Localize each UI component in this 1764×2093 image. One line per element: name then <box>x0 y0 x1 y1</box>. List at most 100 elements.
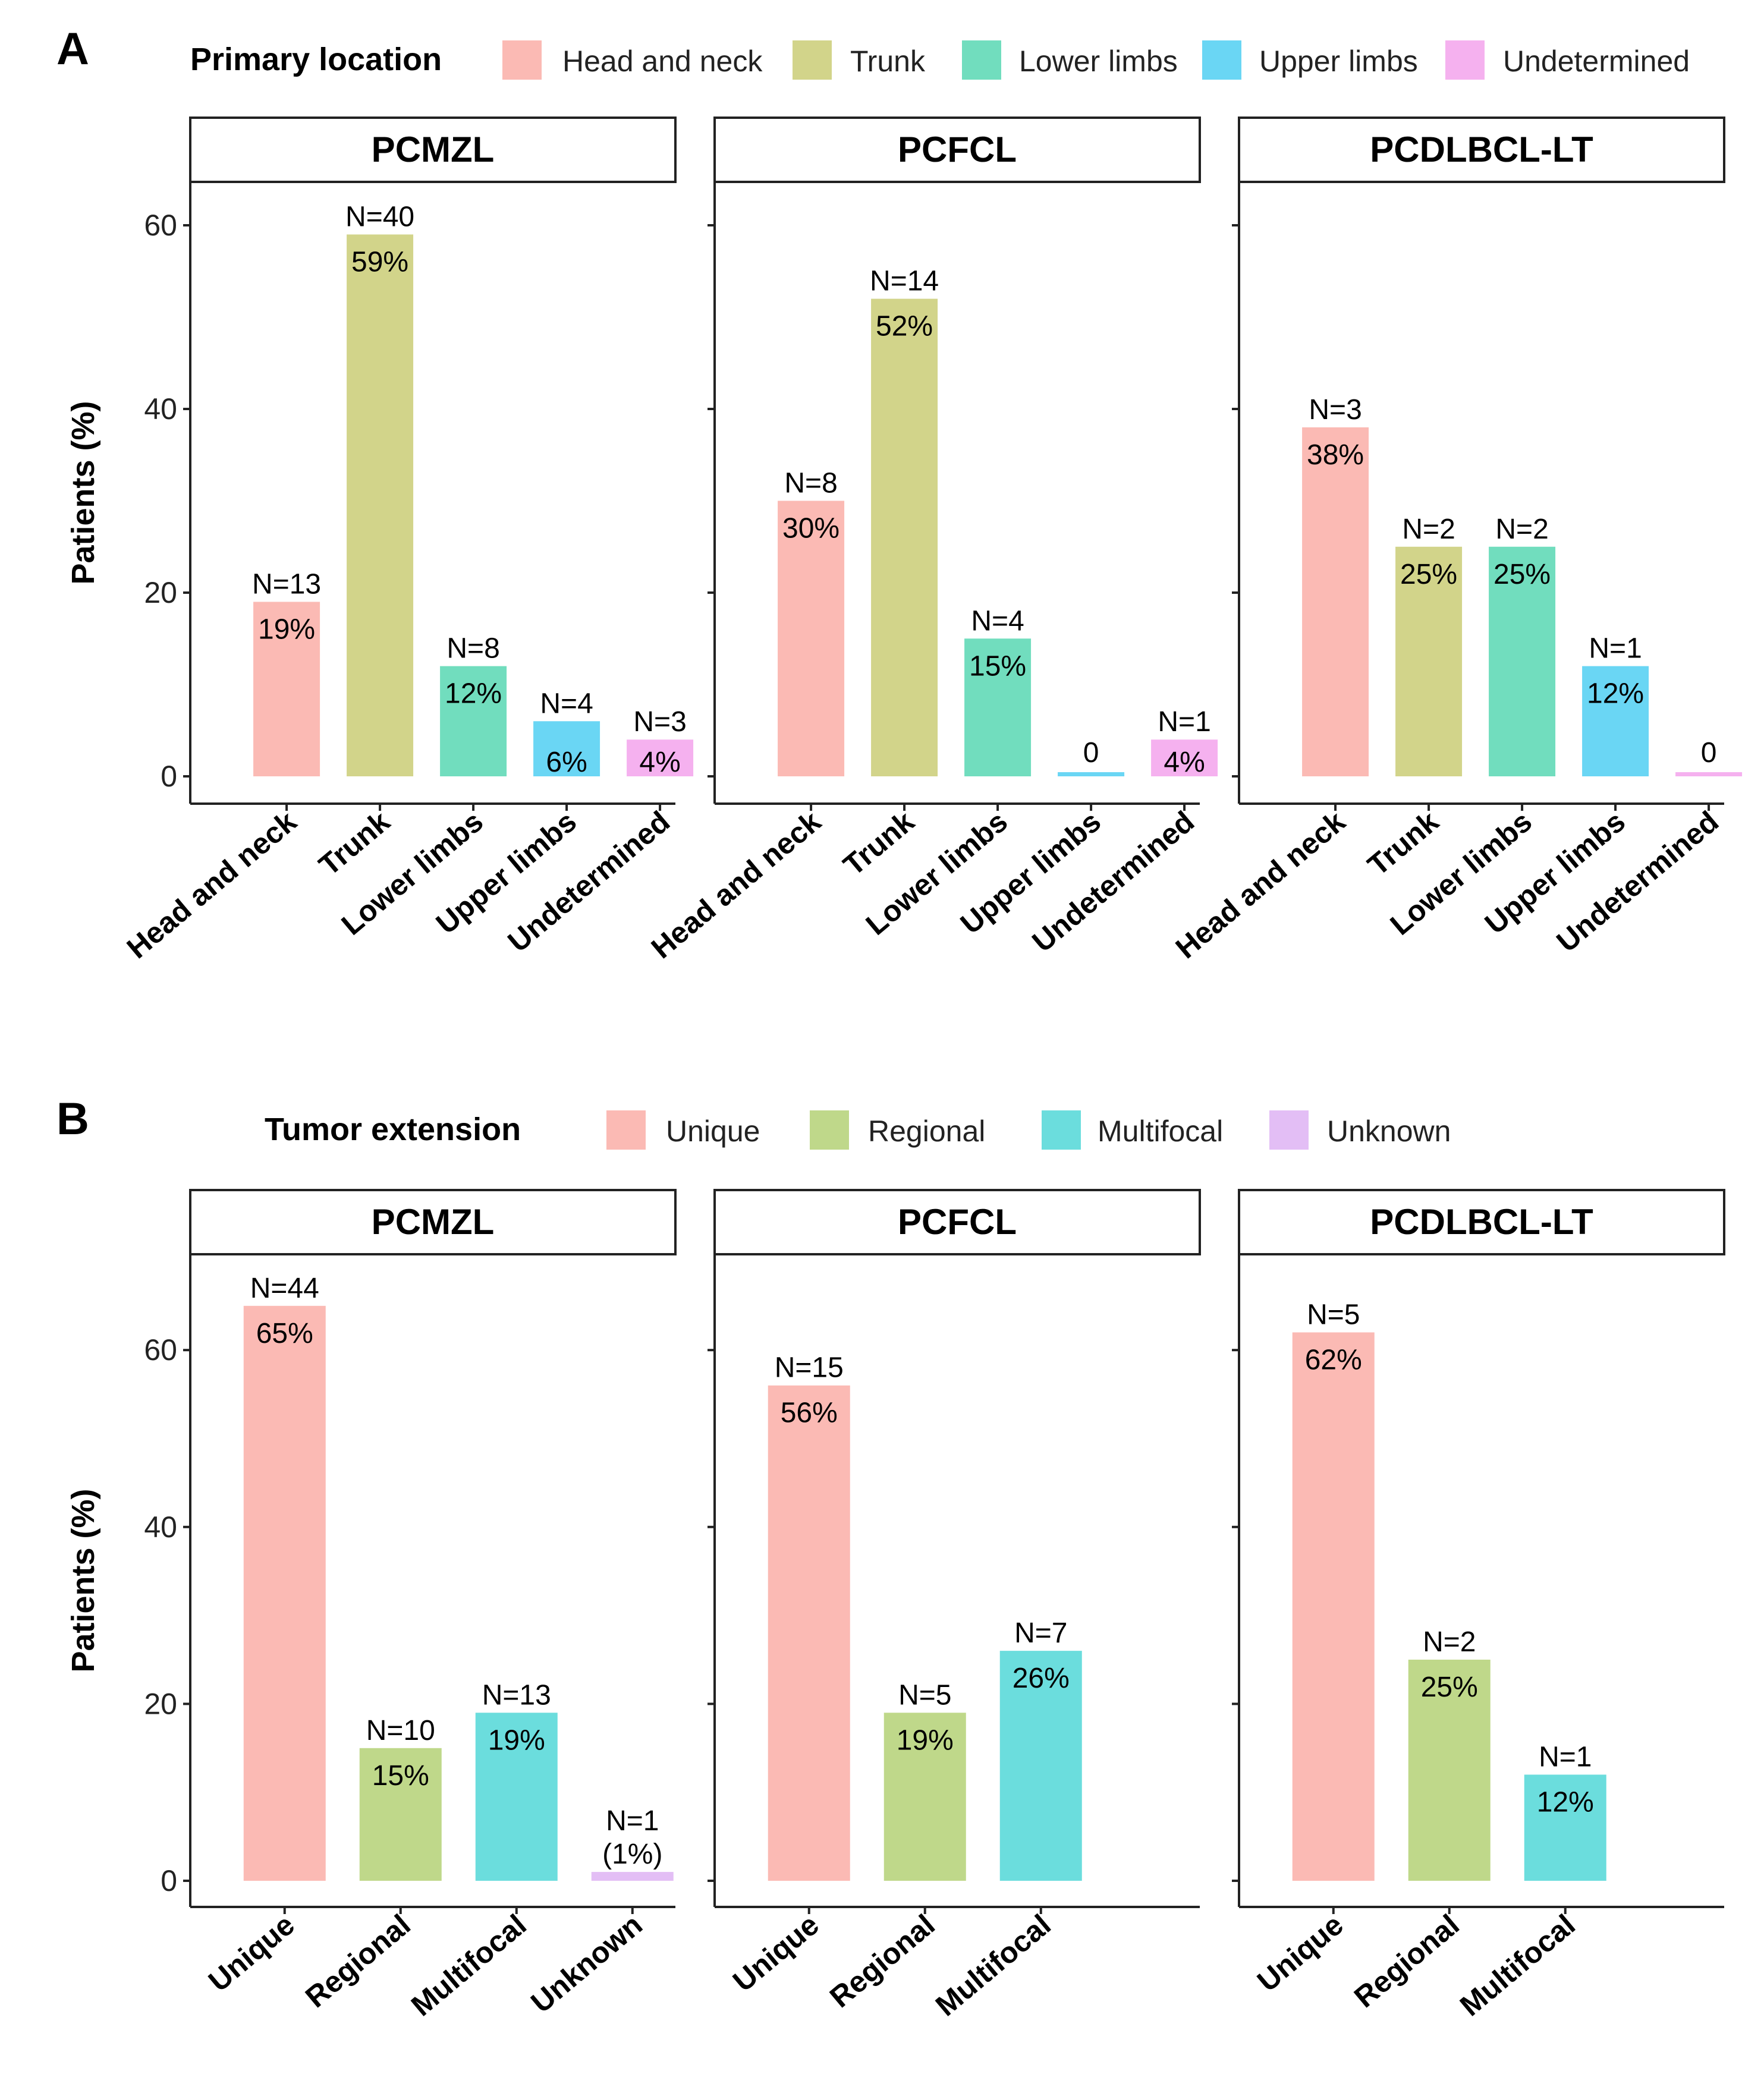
bar-undetermined <box>627 739 694 776</box>
legend-swatch-head-and-neck <box>502 40 542 80</box>
legend-label-upper-limbs: Upper limbs <box>1259 45 1418 78</box>
pct-label: 56% <box>781 1398 838 1429</box>
legend-label-trunk: Trunk <box>850 45 926 78</box>
legend-swatch-unique <box>606 1110 646 1150</box>
n-label: N=13 <box>482 1679 551 1711</box>
legend-swatch-trunk <box>793 40 832 80</box>
pct-label: 6% <box>546 747 587 778</box>
facet-strip <box>713 1189 1201 1255</box>
pct-label: (1%) <box>602 1839 662 1870</box>
n-label: N=8 <box>446 633 499 665</box>
legend-label-regional: Regional <box>868 1115 985 1148</box>
pct-label: 25% <box>1400 559 1457 590</box>
facet-title: PCMZL <box>372 1202 495 1242</box>
facet-title: PCFCL <box>898 1202 1017 1242</box>
bar-regional <box>883 1713 966 1881</box>
y-tick-label: 20 <box>144 576 177 609</box>
n-label: N=3 <box>633 706 686 738</box>
x-tick-label-regional: Regional <box>823 1908 941 2015</box>
legend: Primary location Head and neck Trunk Lower … <box>190 40 1690 80</box>
facet-strip <box>189 1189 677 1255</box>
bar-head-and-neck <box>1302 427 1369 776</box>
bar-multifocal <box>1524 1774 1606 1881</box>
x-tick-label-regional: Regional <box>299 1908 417 2015</box>
pct-label: 25% <box>1421 1672 1478 1703</box>
bar-regional <box>1408 1660 1491 1881</box>
facet-title: PCMZL <box>372 130 495 169</box>
y-axis-label: Patients (%) <box>65 401 101 584</box>
x-tick-label-multifocal: Multifocal <box>405 1908 533 2023</box>
legend-label-unknown: Unknown <box>1327 1115 1451 1148</box>
n-label: 0 <box>1701 737 1717 769</box>
legend-title: Primary location <box>190 42 442 77</box>
facet-strip <box>189 117 677 183</box>
x-tick-label-multifocal: Multifocal <box>929 1908 1057 2023</box>
x-tick-label-unknown: Unknown <box>524 1908 648 2020</box>
facet-strip <box>1238 117 1725 183</box>
n-label: N=2 <box>1423 1626 1476 1658</box>
legend: Tumor extension Unique Regional Multifocal U… <box>265 1110 1451 1150</box>
bar-upper-limbs <box>533 721 600 776</box>
legend-label-lower-limbs: Lower limbs <box>1019 45 1178 78</box>
y-axis-label: Patients (%) <box>65 1488 101 1672</box>
legend-swatch-upper-limbs <box>1202 40 1241 80</box>
bar-unique <box>243 1305 326 1881</box>
n-label: N=1 <box>1589 633 1642 665</box>
x-tick-label-unique: Unique <box>727 1908 825 1998</box>
pct-label: 19% <box>258 613 315 645</box>
pct-label: 19% <box>897 1724 954 1756</box>
facet-pcdlbcl-lt: PCDLBCL-LT Unique N=5 62% Regional N=2 25% Mult… <box>1232 1189 1725 2023</box>
n-label: N=10 <box>366 1715 435 1746</box>
bar-head-and-neck <box>778 501 845 776</box>
n-label: N=4 <box>971 605 1024 637</box>
n-label: N=5 <box>898 1679 951 1711</box>
legend-swatch-multifocal <box>1042 1110 1081 1150</box>
facet-pcmzl: PCMZL 0 20 40 60 Head and neck N=13 19% Trunk N=4… <box>121 117 694 965</box>
legend-label-head-and-neck: Head and neck <box>562 45 763 78</box>
bar-lower-limbs <box>964 638 1032 776</box>
legend-label-undetermined: Undetermined <box>1503 45 1690 78</box>
pct-label: 12% <box>445 678 502 710</box>
legend-label-multifocal: Multifocal <box>1098 1115 1223 1148</box>
n-label: N=44 <box>250 1273 319 1304</box>
bar-trunk <box>347 234 414 776</box>
bar-upper-limbs <box>1058 772 1125 776</box>
x-tick-label-multifocal: Multifocal <box>1454 1908 1581 2023</box>
n-label: N=5 <box>1307 1299 1360 1330</box>
pct-label: 25% <box>1493 559 1551 590</box>
bar-lower-limbs <box>440 666 507 776</box>
x-tick-label-trunk: Trunk <box>1361 804 1445 882</box>
pct-label: 65% <box>256 1318 313 1349</box>
pct-label: 62% <box>1305 1344 1362 1376</box>
bar-undetermined <box>1675 772 1743 776</box>
bar-multifocal <box>999 1651 1082 1881</box>
n-label: N=2 <box>1402 514 1455 545</box>
legend-swatch-unknown <box>1269 1110 1309 1150</box>
facet-pcmzl: PCMZL 0 20 40 60 Unique N=44 65% Regional N=10 15%… <box>144 1189 677 2023</box>
n-label: N=1 <box>606 1805 659 1837</box>
bar-head-and-neck <box>253 602 320 776</box>
legend-label-unique: Unique <box>666 1115 760 1148</box>
panel-a: A Primary location Head and neck Trunk Lower… <box>56 24 1743 965</box>
n-label: N=4 <box>540 688 593 719</box>
panel-b: B Tumor extension Unique Regional Multifocal… <box>56 1094 1725 2023</box>
facet-strip <box>713 117 1201 183</box>
n-label: N=40 <box>345 201 414 232</box>
bar-unique <box>768 1385 850 1881</box>
facet-title: PCFCL <box>898 130 1017 169</box>
bar-multifocal <box>475 1713 558 1881</box>
y-tick-label: 60 <box>144 1333 177 1367</box>
pct-label: 19% <box>488 1724 545 1756</box>
facet-pcfcl: PCFCL Unique N=15 56% Regional N=5 19% Multifoc… <box>708 1189 1201 2023</box>
bar-unknown <box>591 1872 674 1881</box>
n-label: N=1 <box>1158 706 1210 738</box>
bar-trunk <box>871 298 938 777</box>
n-label: N=8 <box>784 468 837 499</box>
pct-label: 52% <box>876 311 933 342</box>
x-tick-label-trunk: Trunk <box>313 804 396 882</box>
facet-strip <box>1238 1189 1725 1255</box>
pct-label: 59% <box>351 246 408 278</box>
y-tick-label: 0 <box>161 760 177 793</box>
